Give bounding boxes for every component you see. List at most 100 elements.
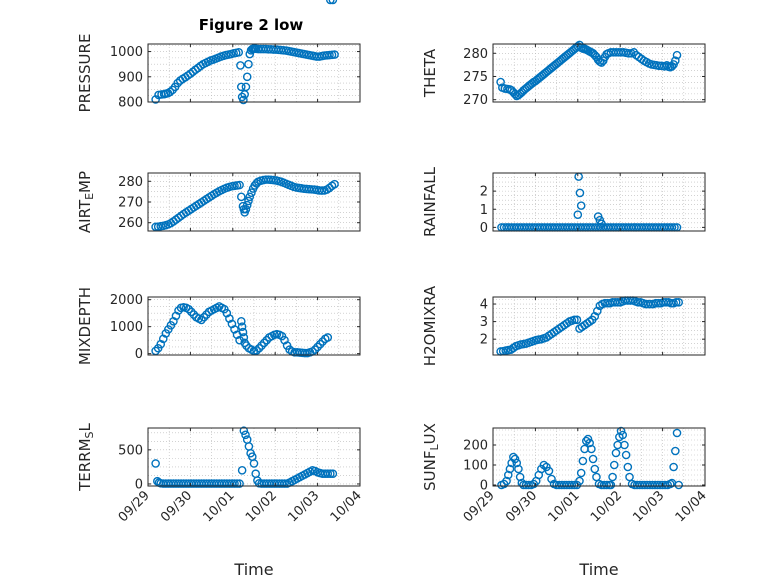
panel-frame bbox=[492, 427, 706, 487]
data-point bbox=[576, 201, 586, 210]
panel-frame bbox=[147, 43, 361, 103]
data-point bbox=[590, 312, 600, 321]
data-point bbox=[547, 474, 556, 484]
data-point bbox=[496, 77, 505, 87]
data-point bbox=[613, 297, 622, 307]
ylabel-mixdepth: MIXDEPTH bbox=[76, 287, 94, 365]
ylabel-air-temp: AIRTEMP bbox=[76, 171, 96, 233]
data-point bbox=[503, 470, 513, 480]
data-point bbox=[671, 56, 680, 66]
ylabel-h2omixra: H2OMIXRA bbox=[421, 285, 439, 366]
data-point bbox=[241, 204, 251, 214]
ylabel-sun-flux: SUNFLUX bbox=[421, 423, 441, 491]
data-point bbox=[587, 444, 596, 454]
data-point bbox=[608, 472, 617, 482]
data-point bbox=[567, 480, 577, 490]
data-point bbox=[575, 188, 585, 198]
data-point bbox=[618, 430, 628, 440]
y-tick-label: 270 bbox=[463, 93, 488, 108]
y-tick-label: 0 bbox=[135, 347, 143, 362]
data-point bbox=[616, 426, 626, 436]
y-tick-label: 275 bbox=[463, 70, 488, 85]
panel-rainfall: 0 1 2 RAINFALL bbox=[421, 166, 706, 237]
data-point bbox=[230, 479, 239, 488]
y-tick-label: 0 bbox=[135, 477, 143, 492]
data-point bbox=[199, 312, 209, 322]
panel-frame bbox=[147, 296, 361, 356]
data-point bbox=[323, 469, 333, 479]
data-point bbox=[262, 335, 272, 345]
data-point bbox=[244, 196, 253, 206]
data-point bbox=[235, 180, 244, 190]
data-point bbox=[544, 466, 554, 476]
data-point bbox=[245, 192, 255, 202]
data-point bbox=[633, 297, 643, 307]
data-point bbox=[326, 0, 335, 5]
data-point bbox=[237, 322, 247, 331]
data-point bbox=[575, 476, 584, 486]
data-point bbox=[328, 0, 338, 5]
data-point bbox=[239, 95, 248, 105]
data-point bbox=[539, 460, 549, 470]
data-point bbox=[151, 459, 160, 468]
xlabel-right: Time bbox=[578, 560, 618, 579]
data-point bbox=[671, 446, 680, 456]
data-point bbox=[512, 458, 522, 468]
data-point bbox=[238, 327, 248, 337]
data-point bbox=[252, 346, 261, 355]
data-point bbox=[514, 464, 523, 474]
y-tick-label: 280 bbox=[118, 175, 143, 190]
data-point bbox=[252, 179, 261, 188]
data-point bbox=[609, 460, 619, 470]
data-point bbox=[165, 87, 175, 97]
panel-frame bbox=[147, 427, 361, 487]
data-point bbox=[624, 48, 633, 58]
panel-pressure: 800 900 1000 PRESSURE bbox=[76, 34, 361, 112]
data-point bbox=[239, 333, 249, 342]
data-point bbox=[236, 61, 245, 70]
data-point bbox=[186, 69, 195, 79]
figure-title: Figure 2 low bbox=[199, 16, 304, 34]
data-point bbox=[597, 219, 606, 229]
data-point bbox=[669, 462, 678, 472]
data-point bbox=[570, 315, 579, 325]
data-point bbox=[611, 448, 621, 458]
data-point bbox=[242, 341, 251, 350]
data-point bbox=[236, 82, 246, 92]
data-point bbox=[620, 440, 629, 450]
panel-frame bbox=[492, 43, 706, 103]
data-point bbox=[510, 454, 520, 464]
data-point bbox=[606, 480, 616, 490]
ylabel-rainfall: RAINFALL bbox=[421, 166, 439, 237]
data-point bbox=[328, 469, 338, 479]
data-point bbox=[674, 297, 684, 307]
ylabel-theta: THETA bbox=[421, 48, 439, 98]
data-point bbox=[254, 343, 264, 353]
y-tick-label: 1000 bbox=[110, 45, 143, 60]
data-point bbox=[300, 348, 310, 358]
data-point bbox=[247, 188, 256, 197]
data-point bbox=[259, 338, 269, 348]
data-point bbox=[249, 459, 259, 468]
y-tick-label: 1000 bbox=[110, 320, 143, 335]
data-point bbox=[184, 304, 194, 314]
y-tick-label: 270 bbox=[118, 196, 143, 211]
data-point bbox=[237, 466, 247, 475]
data-point bbox=[241, 82, 251, 92]
panel-h2omixra: 2 3 4 H2OMIXRA bbox=[421, 285, 706, 366]
y-tick-label: 800 bbox=[118, 96, 143, 111]
data-point bbox=[588, 454, 598, 464]
y-tick-label: 0 bbox=[480, 221, 488, 236]
data-point bbox=[602, 480, 611, 490]
y-tick-label: 280 bbox=[463, 47, 488, 62]
data-point bbox=[578, 456, 588, 466]
data-point bbox=[257, 341, 266, 350]
data-point bbox=[235, 479, 244, 488]
y-tick-label: 2 bbox=[480, 333, 488, 348]
data-point bbox=[242, 72, 252, 82]
data-point bbox=[505, 464, 515, 474]
data-point bbox=[671, 297, 681, 307]
y-tick-label: 200 bbox=[463, 439, 488, 454]
y-tick-label: 4 bbox=[480, 298, 488, 313]
